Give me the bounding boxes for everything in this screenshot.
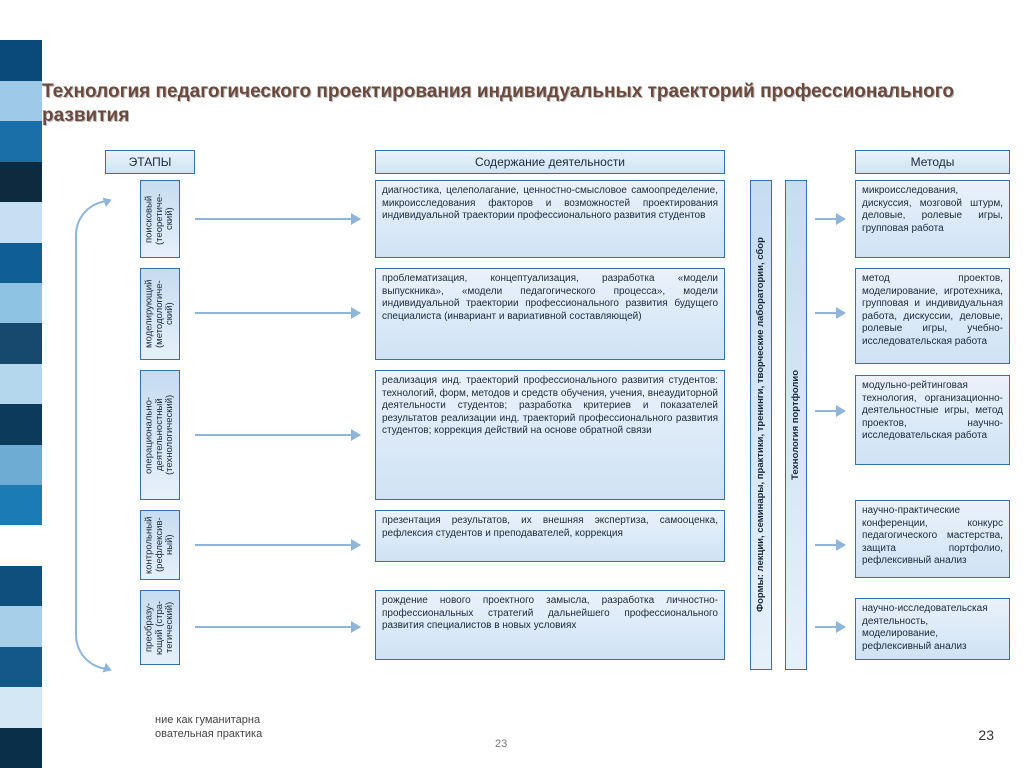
- content-box-2: проблематизация, концептуализация, разра…: [375, 268, 725, 360]
- stage-box-4: контрольный (рефлексив- ный): [140, 510, 180, 580]
- stage-box-1: поисковый (теоретиче- ский): [140, 180, 180, 258]
- title-text: Технология педагогического проектировани…: [42, 80, 982, 128]
- stage-box-5: преобразу- ющий (стра- тегический): [140, 590, 180, 665]
- methods-header: Методы: [855, 150, 1010, 174]
- arrow-1: [195, 218, 360, 220]
- arrow-5: [195, 626, 360, 628]
- page-number: 23: [978, 727, 994, 743]
- diagram-canvas: ЭТАПЫ Содержание деятельности Методы пои…: [55, 150, 1015, 710]
- portfolio-band: Технология портфолио: [785, 180, 807, 670]
- stage-box-3: операционально- деятельностный (технолог…: [140, 370, 180, 500]
- arrow-m3: [815, 410, 845, 412]
- methods-box-4: научно-практические конференции, конкурс…: [855, 500, 1010, 578]
- footer-fragment-2: овательная практика: [155, 728, 262, 740]
- content-box-5: рождение нового проектного замысла, разр…: [375, 590, 725, 660]
- content-box-1: диагностика, целеполагание, ценностно-см…: [375, 180, 725, 258]
- footer-fragment-1: ние как гуманитарна: [155, 714, 260, 726]
- arrow-2: [195, 312, 360, 314]
- arrow-m1: [815, 218, 845, 220]
- methods-box-2: метод проектов, моделирование, игротехни…: [855, 268, 1010, 364]
- arrow-m2: [815, 312, 845, 314]
- content-box-4: презентация результатов, их внешняя эксп…: [375, 510, 725, 562]
- arrow-m5: [815, 626, 845, 628]
- methods-box-5: научно-исследовательская деятельность, м…: [855, 598, 1010, 660]
- arrow-3: [195, 434, 360, 436]
- stage-box-2: моделирующий (методологиче- ский): [140, 268, 180, 360]
- content-box-3: реализация инд. траекторий профессиональ…: [375, 370, 725, 500]
- methods-box-3: модульно-рейтинговая технология, организ…: [855, 375, 1010, 465]
- stages-header: ЭТАПЫ: [105, 150, 195, 174]
- slide-title: Технология педагогического проектировани…: [42, 80, 982, 128]
- methods-box-1: микроисследования, дискуссия, мозговой ш…: [855, 180, 1010, 258]
- content-header: Содержание деятельности: [375, 150, 725, 174]
- arrow-m4: [815, 544, 845, 546]
- side-decorative-band: [0, 0, 42, 768]
- arrow-4: [195, 544, 360, 546]
- page-number-small: 23: [495, 738, 507, 750]
- forms-band: Формы: лекции, семинары, практики, трени…: [750, 180, 772, 670]
- cycle-loop-arrow: [75, 200, 110, 670]
